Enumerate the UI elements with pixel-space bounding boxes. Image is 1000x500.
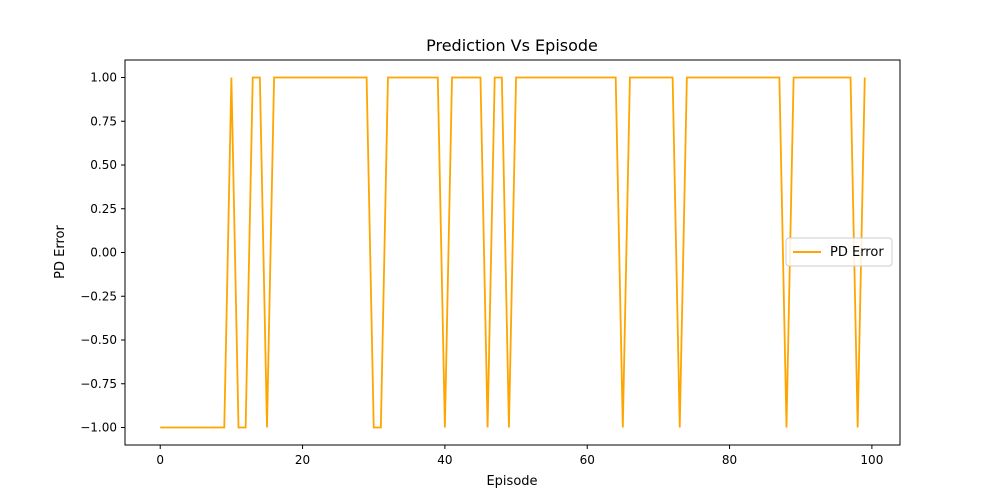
series-layer — [160, 76, 866, 429]
series-line — [160, 76, 866, 429]
y-tick-label: 0.00 — [90, 246, 117, 260]
x-tick-label: 0 — [156, 453, 164, 467]
chart-title: Prediction Vs Episode — [426, 36, 598, 55]
y-tick-label: −0.25 — [80, 289, 117, 303]
y-tick-label: 0.25 — [90, 202, 117, 216]
y-tick-label: 0.75 — [90, 114, 117, 128]
y-tick-label: −0.75 — [80, 377, 117, 391]
legend: PD Error — [785, 237, 893, 267]
x-axis: 0 20 40 60 80 100 — [156, 445, 883, 467]
y-tick-label: −1.00 — [80, 421, 117, 435]
x-axis-label: Episode — [486, 474, 537, 489]
x-tick-label: 60 — [580, 453, 595, 467]
y-axis: −1.00 −0.75 −0.50 −0.25 0.00 0.25 0.50 0.75 1.00 — [80, 71, 125, 435]
y-axis-label: PD Error — [53, 225, 68, 279]
x-tick-label: 100 — [860, 453, 883, 467]
x-tick-label: 20 — [295, 453, 310, 467]
y-tick-label: 0.50 — [90, 158, 117, 172]
legend-box — [785, 237, 893, 267]
x-tick-label: 40 — [437, 453, 452, 467]
y-tick-label: −0.50 — [80, 333, 117, 347]
legend-label: PD Error — [830, 245, 884, 260]
x-tick-label: 80 — [722, 453, 737, 467]
y-tick-label: 1.00 — [90, 71, 117, 85]
